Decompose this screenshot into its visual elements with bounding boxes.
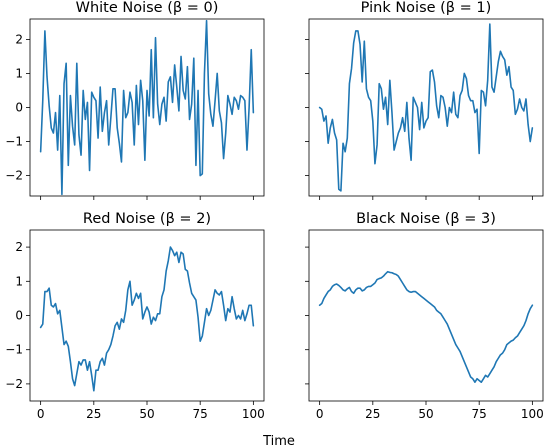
y-tick-label: −1	[5, 135, 23, 149]
y-tick-label: 0	[15, 101, 23, 115]
y-tick-label: −1	[5, 343, 23, 357]
series-line	[39, 246, 255, 392]
series-line	[318, 23, 534, 192]
subplot-white-noise: White Noise (β = 0) −2 −1 0 1 2	[5, 0, 265, 200]
y-tick-label: 2	[15, 240, 23, 254]
axes-frame	[308, 18, 544, 197]
subplot-title: Black Noise (β = 3)	[356, 211, 496, 227]
y-tick-label: −2	[5, 169, 23, 183]
series-line	[318, 270, 534, 383]
x-tick-label: 75	[472, 407, 487, 421]
x-tick-label: 100	[242, 407, 265, 421]
x-tick-label: 50	[418, 407, 433, 421]
y-tick-label: 1	[15, 66, 23, 80]
x-tick-label: 50	[139, 407, 154, 421]
y-tick-label: −2	[5, 377, 23, 391]
x-tick-label: 75	[193, 407, 208, 421]
x-tick-label: 25	[365, 407, 380, 421]
subplot-title: Pink Noise (β = 1)	[361, 0, 492, 16]
y-tick-label: 2	[15, 32, 23, 46]
subplot-title: Red Noise (β = 2)	[83, 211, 211, 227]
subplot-title: White Noise (β = 0)	[76, 0, 219, 16]
x-tick-label: 0	[316, 407, 324, 421]
x-axis-label: Time	[262, 434, 295, 448]
subplot-black-noise: Black Noise (β = 3) 0 25 50 75 100	[305, 211, 544, 421]
x-tick-label: 25	[86, 407, 101, 421]
x-tick-label: 0	[37, 407, 45, 421]
subplot-red-noise: Red Noise (β = 2) 0 25 50 75 100 −2 −1 0 1 2	[5, 211, 265, 421]
y-tick-label: 0	[15, 309, 23, 323]
subplot-pink-noise: Pink Noise (β = 1)	[305, 0, 544, 200]
x-tick-label: 100	[521, 407, 544, 421]
series-line	[39, 19, 255, 196]
axes-frame	[29, 229, 265, 402]
y-tick-label: 1	[15, 274, 23, 288]
axes-frame	[308, 229, 544, 402]
